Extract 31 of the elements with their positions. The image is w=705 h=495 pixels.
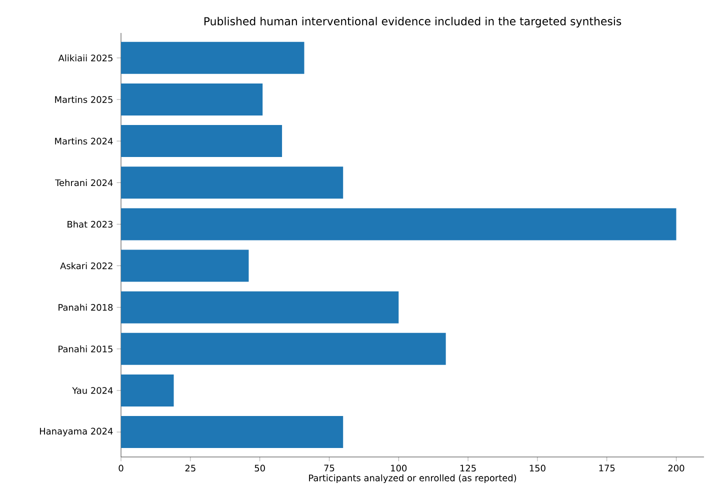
y-tick-label: Yau 2024 <box>72 387 113 394</box>
y-tick-label: Panahi 2018 <box>58 304 113 311</box>
y-tick-label: Panahi 2015 <box>58 345 112 352</box>
bar <box>121 208 676 240</box>
y-tick-label: Bhat 2023 <box>68 220 113 228</box>
y-tick-label: Tehrani 2024 <box>55 179 113 186</box>
x-axis-title: Participants analyzed or enrolled (as reported) <box>309 474 516 484</box>
x-tick-label: 150 <box>530 464 546 472</box>
bar <box>121 416 344 448</box>
bar <box>121 291 399 324</box>
bar <box>121 125 282 158</box>
y-tick-label: Hanayama 2024 <box>40 428 113 436</box>
bar <box>121 374 174 406</box>
x-tick-label: 125 <box>460 464 476 472</box>
y-tick-label: Askari 2022 <box>60 262 112 270</box>
bar <box>121 83 263 116</box>
x-tick-label: 175 <box>599 464 615 472</box>
bar <box>121 250 249 282</box>
x-tick-label: 200 <box>668 464 684 472</box>
y-tick-label: Martins 2025 <box>55 96 112 103</box>
x-tick-label: 100 <box>391 464 407 472</box>
x-tick-label: 50 <box>254 464 265 472</box>
bar <box>121 166 344 199</box>
y-tick-label: Martins 2024 <box>55 138 113 145</box>
bar <box>121 332 446 365</box>
x-tick-label: 0 <box>118 464 124 472</box>
chart-title: Published human interventional evidence included in the targeted synthesis <box>204 16 622 28</box>
x-tick-label: 25 <box>185 464 196 472</box>
bar <box>121 42 304 74</box>
x-tick-label: 75 <box>324 464 334 472</box>
y-tick-label: Alikiaii 2025 <box>58 54 112 62</box>
